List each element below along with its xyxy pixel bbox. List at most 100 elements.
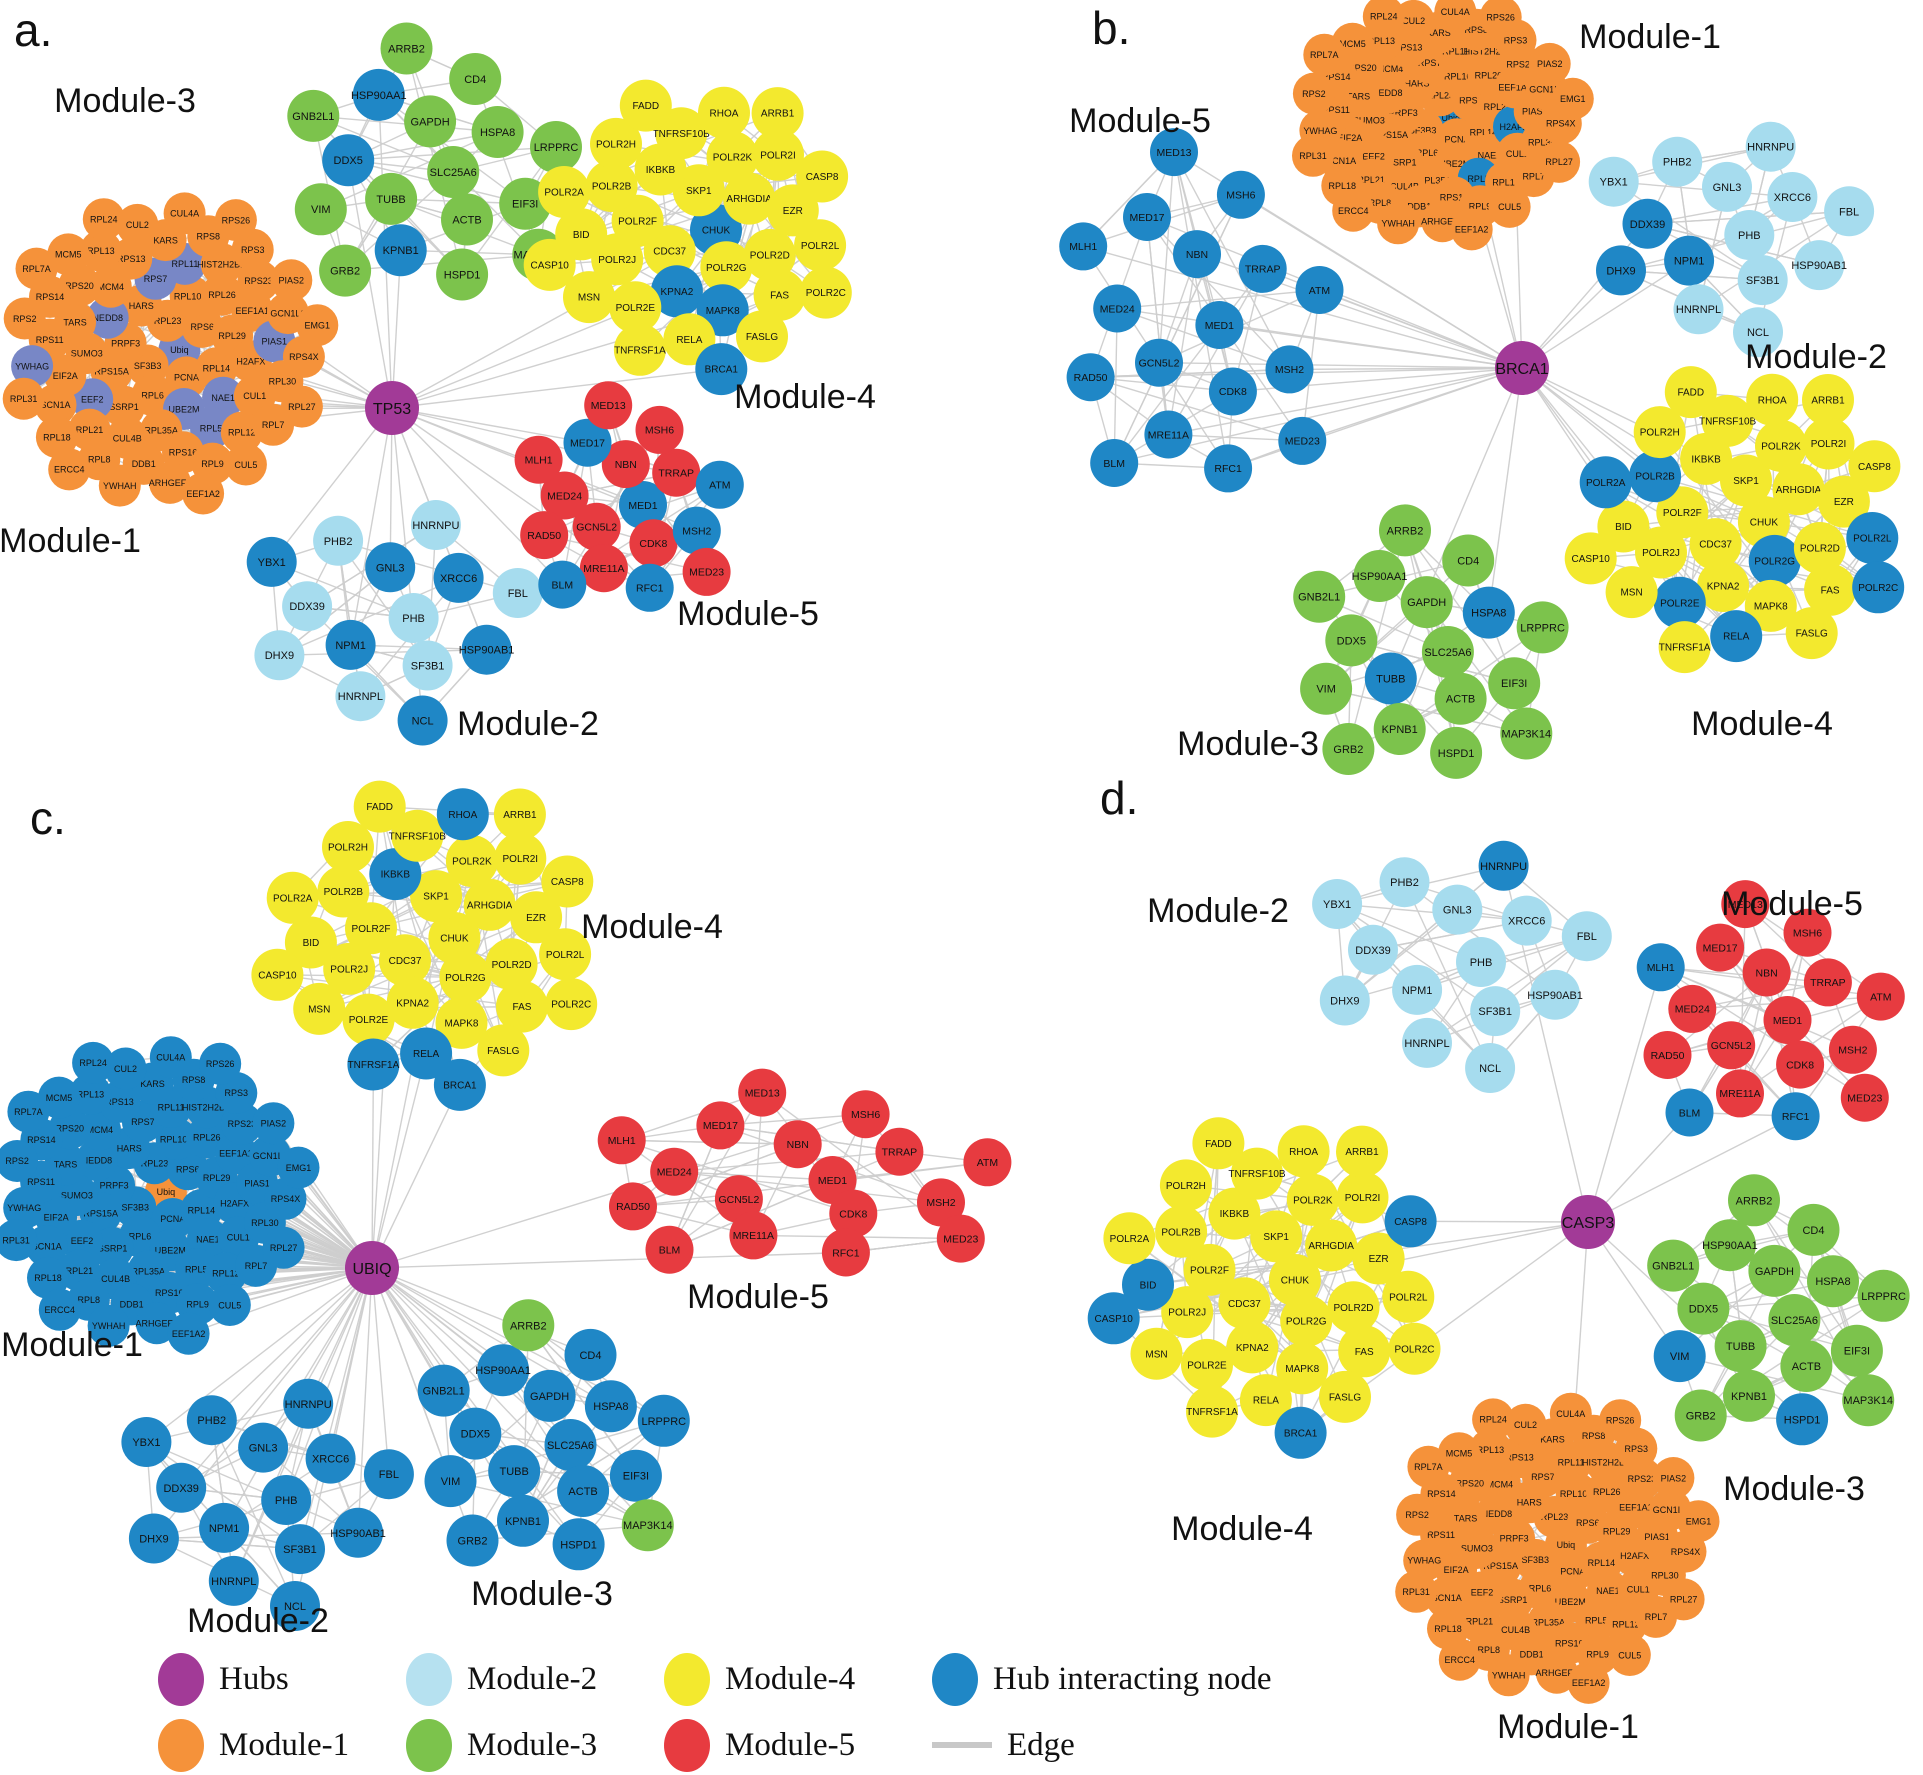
gene-label: CDK8: [1219, 386, 1247, 398]
gene-label: POLR2E: [616, 303, 656, 314]
gene-label: IKBKB: [1220, 1209, 1250, 1220]
gene-node: SLC25A6: [544, 1419, 597, 1471]
gene-label: GNB2L1: [1298, 592, 1340, 604]
gene-label: EZR: [1834, 497, 1854, 508]
gene-label: CUL5: [1618, 1650, 1641, 1660]
gene-label: NEDD8: [1482, 1509, 1513, 1519]
gene-label: FAS: [1821, 585, 1840, 596]
gene-label: GAPDH: [1755, 1266, 1794, 1278]
gene-node: RHOA: [698, 86, 750, 139]
gene-node: POLR2E: [1181, 1338, 1233, 1391]
gene-node: POLR2D: [485, 938, 538, 991]
gene-label: RPL29: [218, 331, 246, 341]
gene-label: GAPDH: [411, 116, 450, 128]
gene-label: RPL35A: [132, 1267, 166, 1277]
gene-label: ATM: [1309, 285, 1330, 297]
gene-label: RPL6: [141, 390, 164, 400]
gene-label: CD4: [1802, 1225, 1824, 1237]
gene-label: DHX9: [265, 650, 294, 662]
gene-label: RPL12: [228, 428, 256, 438]
gene-node: MRE11A: [1144, 410, 1193, 459]
gene-node: CUL5: [1608, 1634, 1651, 1676]
gene-label: RPS4X: [1671, 1547, 1701, 1557]
gene-label: CASP8: [806, 172, 839, 183]
gene-label: BRCA1: [705, 365, 739, 376]
gene-label: RPS6: [1576, 1518, 1600, 1528]
gene-label: HSP90AB1: [459, 645, 515, 657]
gene-label: BID: [303, 938, 320, 949]
gene-label: KARS: [1540, 1435, 1565, 1445]
gene-label: RHOA: [1289, 1147, 1318, 1158]
gene-label: CD4: [464, 74, 486, 86]
gene-label: RPL13: [77, 1089, 105, 1099]
gene-label: LRPPRC: [534, 142, 579, 154]
gene-node: BLM: [645, 1225, 694, 1274]
gene-node: RPL7A: [1303, 33, 1346, 76]
gene-label: RPL30: [269, 377, 297, 387]
gene-label: RPL7: [262, 420, 285, 430]
gene-label: FADD: [366, 802, 393, 813]
gene-node: DHX9: [1596, 245, 1646, 296]
gene-label: GCN1L1: [253, 1151, 288, 1161]
gene-label: RPS14: [1322, 72, 1351, 82]
gene-node: ATM: [695, 460, 744, 509]
gene-label: RPS8: [197, 232, 221, 242]
gene-node: MED17: [1696, 923, 1745, 972]
gene-label: CUL4B: [1390, 182, 1419, 192]
gene-label: XRCC6: [1508, 916, 1545, 928]
gene-label: HNRNPU: [1480, 861, 1527, 873]
gene-label: NEDD8: [92, 313, 123, 323]
gene-label: KPNA2: [1707, 582, 1740, 593]
gene-node: FADD: [1664, 366, 1717, 419]
gene-label: RPL8: [78, 1295, 101, 1305]
gene-label: HNRNPL: [338, 691, 383, 703]
gene-label: SCN1A: [40, 400, 70, 410]
gene-label: EZR: [526, 913, 546, 924]
gene-label: EIF3I: [1844, 1346, 1870, 1358]
gene-label: RFC1: [1782, 1111, 1810, 1123]
gene-node: MSH2: [672, 506, 721, 555]
gene-label: VIM: [1316, 684, 1336, 696]
gene-label: BLM: [1679, 1107, 1701, 1119]
gene-node: CDC37: [379, 934, 431, 987]
gene-node: ACTB: [557, 1465, 610, 1517]
gene-label: RPL10A: [1560, 1489, 1594, 1499]
gene-label: RPL6: [1416, 148, 1439, 158]
gene-node: GNB2L1: [417, 1364, 470, 1417]
legend-item-module-4: Module-4: [664, 1650, 932, 1708]
gene-label: CUL2: [114, 1064, 137, 1074]
gene-label: POLR2J: [598, 255, 636, 266]
gene-node: YBX1: [1588, 156, 1639, 207]
gene-label: CASP10: [1095, 1314, 1134, 1325]
gene-node: POLR2B: [585, 160, 638, 212]
gene-node: HSPA8: [1462, 586, 1515, 639]
gene-node: RPL10A: [1555, 1472, 1598, 1515]
gene-label: H2AFX: [220, 1198, 249, 1208]
gene-node: EMG1: [1677, 1500, 1720, 1543]
gene-node: POLR2B: [1629, 450, 1682, 503]
gene-label: POLR2G: [1286, 1317, 1327, 1328]
gene-label: FASLG: [487, 1046, 519, 1057]
gene-node: CUL5: [224, 443, 267, 486]
gene-node: POLR2J: [323, 942, 376, 995]
gene-label: DDB1: [1520, 1650, 1544, 1660]
gene-node: MAPK8: [1276, 1342, 1329, 1395]
gene-label: RPS6: [1459, 95, 1483, 105]
gene-label: RPS23: [244, 276, 273, 286]
gene-label: DDX39: [1630, 219, 1665, 231]
gene-node: RPS26: [214, 199, 257, 242]
gene-label: MSH6: [645, 425, 674, 437]
gene-node: RPL13: [69, 1073, 112, 1116]
gene-label: KPNB1: [1731, 1391, 1767, 1403]
gene-label: MED13: [745, 1087, 780, 1099]
gene-node: POLR2H: [1633, 406, 1686, 459]
gene-node: CD4: [1787, 1203, 1840, 1256]
gene-node: TNFRSF1A: [1658, 621, 1711, 674]
gene-node: YWHAG: [11, 345, 54, 388]
gene-node: SF3B1: [275, 1524, 325, 1575]
gene-label: POLR2K: [1761, 442, 1801, 453]
gene-node: TNFRSF1A: [347, 1038, 400, 1091]
gene-label: KARS: [153, 235, 178, 245]
gene-label: NBN: [615, 459, 637, 471]
gene-node: RPS4X: [282, 335, 325, 378]
